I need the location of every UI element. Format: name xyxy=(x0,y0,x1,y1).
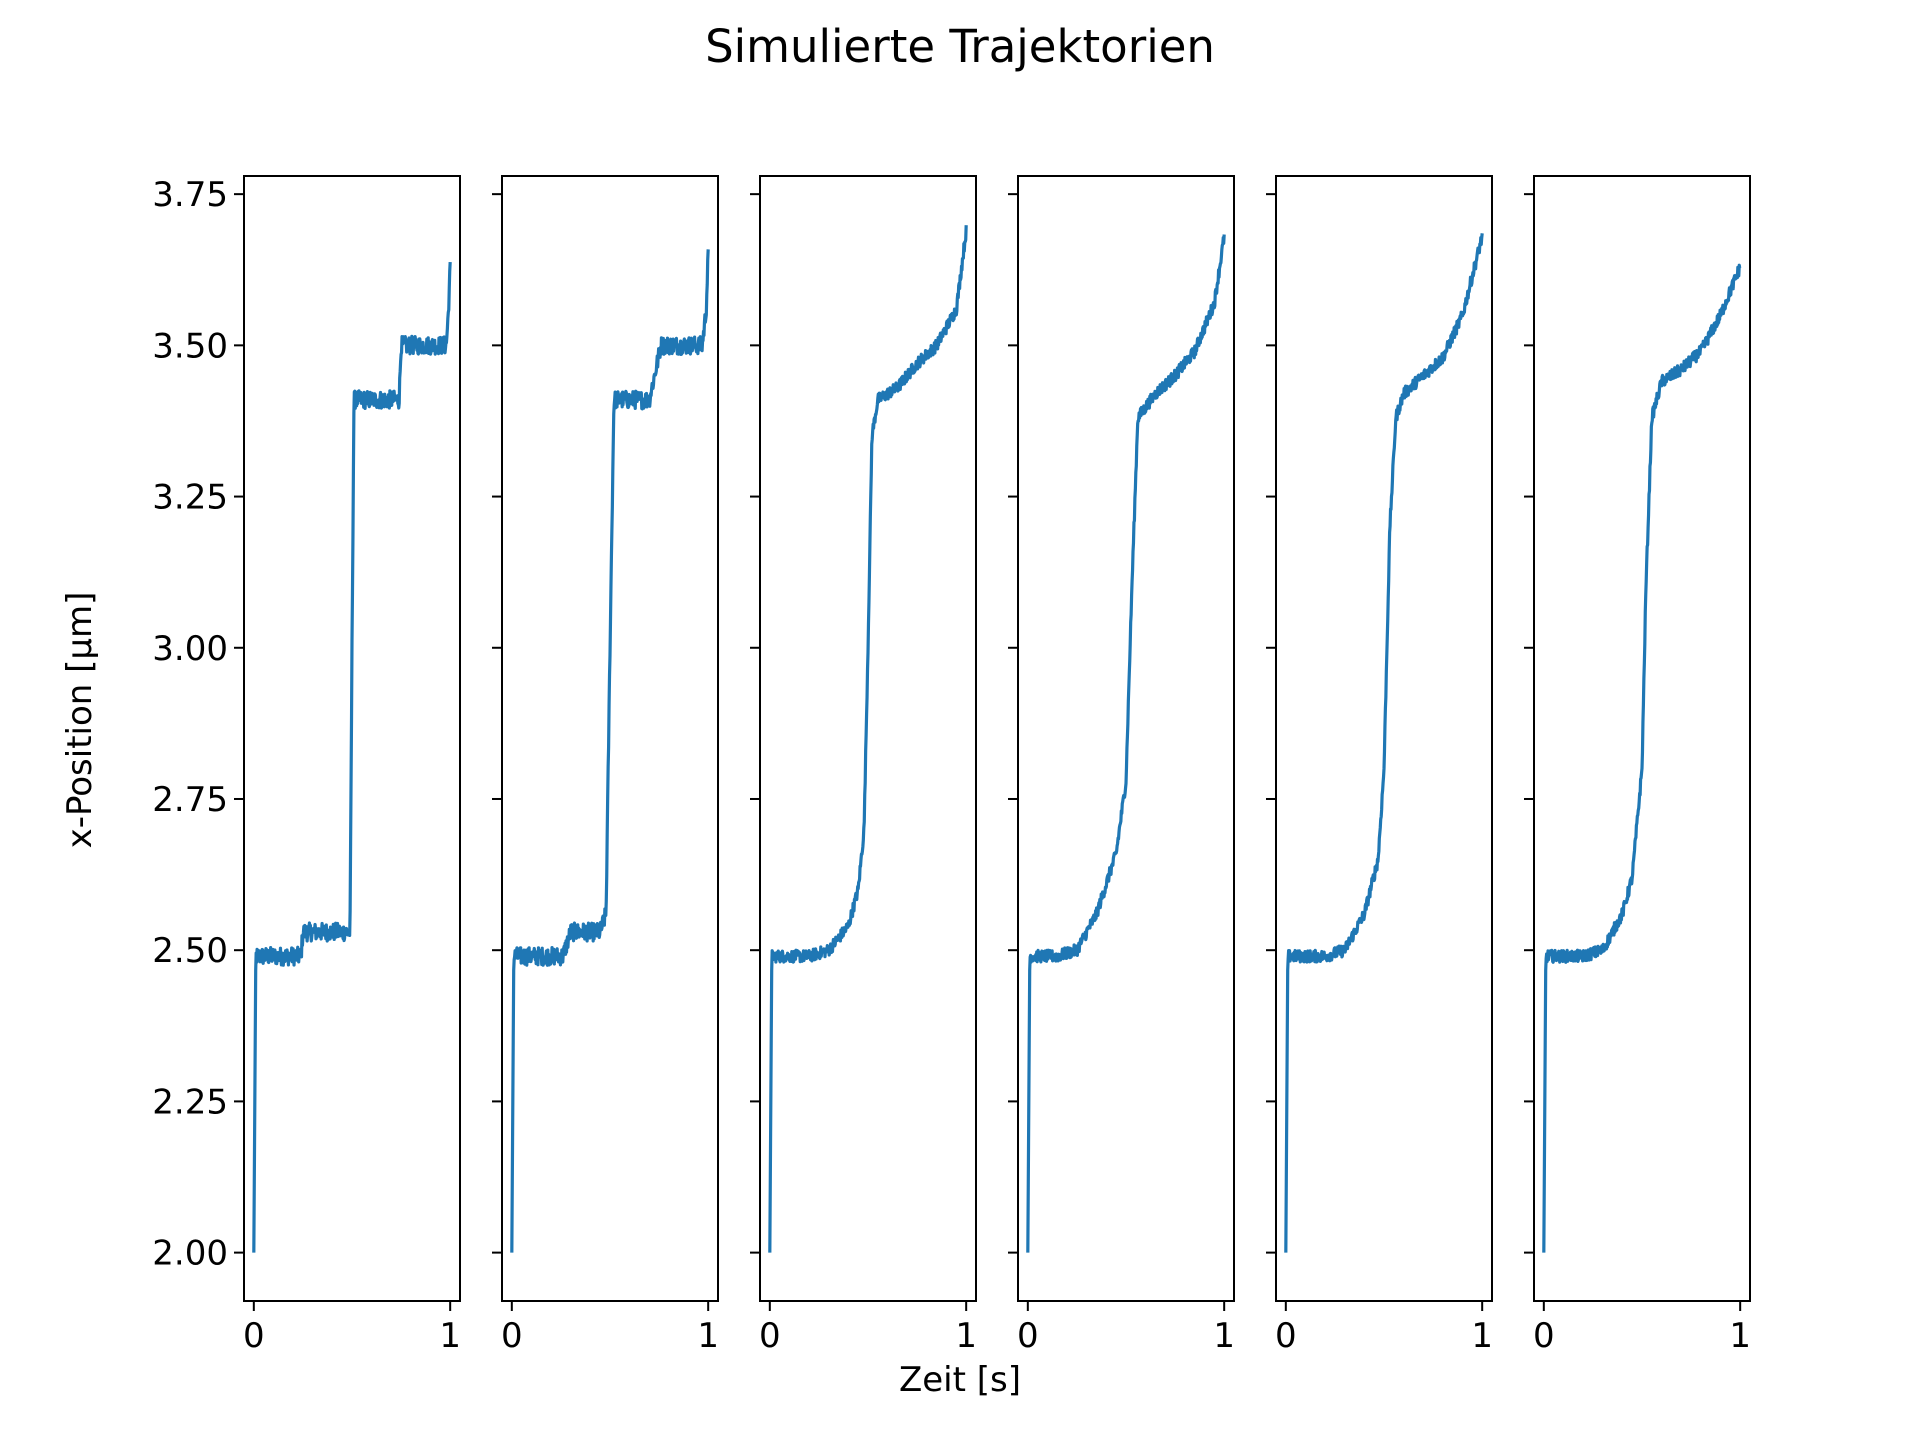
series-line-panel-6 xyxy=(1542,263,1742,1253)
y-tick-label: 2.25 xyxy=(152,1082,228,1122)
x-tick-label: 0 xyxy=(759,1316,781,1356)
x-tick-label: 1 xyxy=(955,1316,977,1356)
x-tick-label: 1 xyxy=(1213,1316,1235,1356)
y-tick-label: 2.75 xyxy=(152,780,228,820)
panel-frame-6 xyxy=(1533,175,1751,1302)
panel-frame-5 xyxy=(1275,175,1493,1302)
panel-frame-4 xyxy=(1017,175,1235,1302)
panel-frame-2 xyxy=(501,175,719,1302)
y-tick-label: 3.75 xyxy=(152,175,228,215)
series-line-panel-3 xyxy=(768,225,968,1253)
x-tick-label: 0 xyxy=(1533,1316,1555,1356)
x-tick-label: 0 xyxy=(501,1316,523,1356)
x-tick-label: 1 xyxy=(439,1316,461,1356)
series-line-panel-2 xyxy=(510,249,710,1253)
y-tick-label: 2.00 xyxy=(152,1234,228,1274)
series-line-panel-1 xyxy=(252,261,452,1253)
y-tick-label: 3.00 xyxy=(152,629,228,669)
series-line-panel-4 xyxy=(1026,234,1226,1253)
y-tick-label: 3.25 xyxy=(152,478,228,518)
panel-frame-3 xyxy=(759,175,977,1302)
x-axis-label: Zeit [s] xyxy=(898,1360,1022,1400)
y-tick-label: 2.50 xyxy=(152,931,228,971)
x-tick-label: 1 xyxy=(697,1316,719,1356)
series-line-panel-5 xyxy=(1284,233,1484,1253)
chart-title: Simulierte Trajektorien xyxy=(705,20,1215,73)
panel-frame-1 xyxy=(243,175,461,1302)
x-tick-label: 0 xyxy=(243,1316,265,1356)
y-tick-label: 3.50 xyxy=(152,326,228,366)
x-tick-label: 1 xyxy=(1471,1316,1493,1356)
x-tick-label: 0 xyxy=(1275,1316,1297,1356)
x-tick-label: 0 xyxy=(1017,1316,1039,1356)
x-tick-label: 1 xyxy=(1729,1316,1751,1356)
